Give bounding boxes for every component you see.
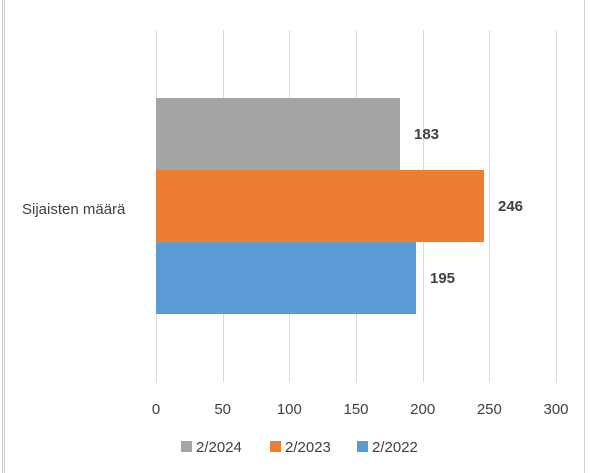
chart-frame-right-border <box>584 0 585 473</box>
bar-2/2023 <box>156 170 484 242</box>
bar-2/2022 <box>156 242 416 314</box>
legend-swatch-2/2024 <box>181 441 192 452</box>
data-label-2/2023: 246 <box>498 198 523 215</box>
x-tick-label-50: 50 <box>214 401 231 418</box>
category-label: Sijaisten määrä <box>22 201 126 218</box>
x-tick-label-0: 0 <box>152 401 160 418</box>
x-tick-label-300: 300 <box>543 401 568 418</box>
legend-swatch-2/2023 <box>270 441 281 452</box>
x-tick-label-150: 150 <box>343 401 368 418</box>
data-label-2/2024: 183 <box>414 126 439 143</box>
x-tick-label-250: 250 <box>477 401 502 418</box>
legend: 2/2024 2/2023 2/2022 <box>181 439 418 456</box>
legend-label-2/2023: 2/2023 <box>285 439 331 456</box>
bars <box>156 98 484 314</box>
legend-swatch-2/2022 <box>357 441 368 452</box>
x-axis-tick-labels: 0 50 100 150 200 250 300 <box>152 401 569 418</box>
data-labels: 183 246 195 <box>414 126 523 287</box>
x-tick-label-200: 200 <box>410 401 435 418</box>
legend-label-2/2024: 2/2024 <box>196 439 242 456</box>
data-label-2/2022: 195 <box>430 270 455 287</box>
legend-label-2/2022: 2/2022 <box>372 439 418 456</box>
bar-2/2024 <box>156 98 400 170</box>
chart-frame-left-border <box>2 0 5 473</box>
x-tick-label-100: 100 <box>277 401 302 418</box>
